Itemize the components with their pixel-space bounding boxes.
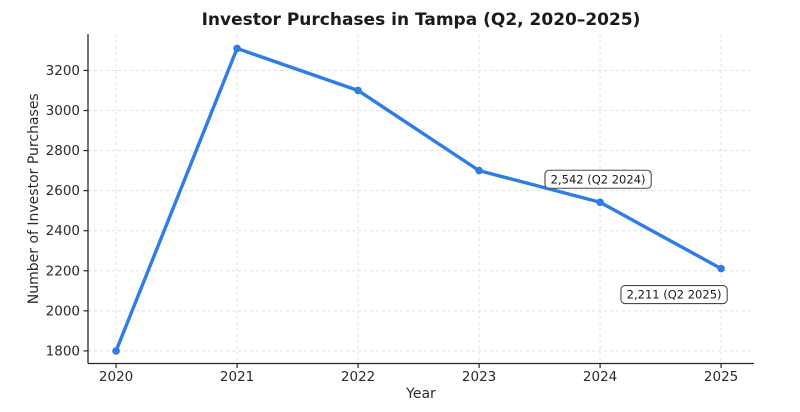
annotation-label: 2,542 (Q2 2024): [551, 172, 646, 186]
data-point-marker: [475, 166, 483, 175]
x-tick-label: 2023: [462, 369, 496, 385]
x-tick-label: 2024: [583, 369, 617, 385]
chart-title: Investor Purchases in Tampa (Q2, 2020–20…: [201, 10, 641, 30]
x-axis-label: Year: [405, 386, 436, 402]
y-axis-label: Number of Investor Purchases: [26, 93, 42, 304]
annotation-label: 2,211 (Q2 2025): [627, 288, 722, 302]
data-line: [114, 46, 723, 353]
x-tick-label: 2020: [99, 369, 133, 385]
annotation-box: [620, 285, 728, 305]
data-point-marker: [717, 264, 725, 273]
x-tick-label: 2021: [220, 369, 254, 385]
y-tick-label: 2400: [46, 223, 80, 239]
x-tick-label: 2025: [704, 369, 738, 385]
y-tick-label: 2000: [46, 303, 80, 319]
y-tick-label: 3200: [46, 63, 80, 79]
data-point-marker: [596, 198, 604, 207]
data-point-marker: [233, 44, 241, 53]
y-tick-label: 3000: [46, 103, 80, 119]
y-tick-label: 2600: [46, 183, 80, 199]
data-point-marker: [112, 347, 120, 355]
x-tick-label: 2022: [341, 369, 375, 385]
data-point-marker: [354, 86, 362, 95]
annotation-box: [544, 169, 652, 189]
y-tick-label: 2200: [46, 263, 80, 279]
y-tick-label: 2800: [46, 143, 80, 159]
y-tick-label: 1800: [46, 343, 80, 359]
